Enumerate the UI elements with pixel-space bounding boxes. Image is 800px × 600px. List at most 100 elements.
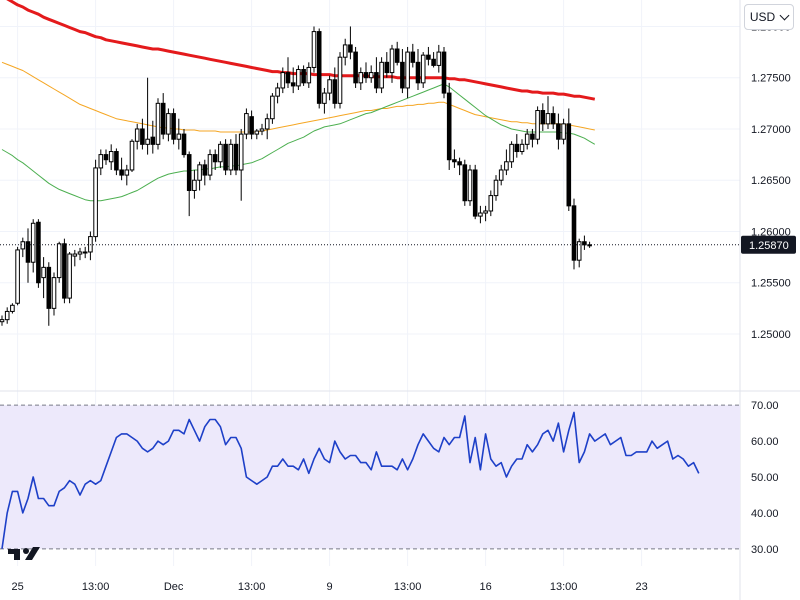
candle-body bbox=[405, 51, 410, 89]
candle-body bbox=[244, 113, 249, 135]
rsi-band bbox=[0, 404, 740, 550]
candle bbox=[0, 315, 5, 326]
candle-body bbox=[176, 133, 182, 140]
candle bbox=[556, 113, 561, 150]
candle bbox=[212, 149, 218, 170]
currency-selector-button[interactable]: USD bbox=[744, 4, 794, 30]
moving-average-line-3 bbox=[1, 83, 596, 202]
time-tick-label: 13:00 bbox=[82, 581, 110, 593]
candle bbox=[524, 128, 530, 150]
price-tick-label: 1.26000 bbox=[751, 226, 791, 238]
candle-body bbox=[441, 51, 447, 94]
candle-body bbox=[467, 169, 473, 202]
last-price-marker: 1.25870 bbox=[0, 235, 796, 254]
candle bbox=[254, 128, 260, 140]
candle-body bbox=[509, 143, 514, 163]
candle-body bbox=[25, 241, 31, 263]
candle bbox=[72, 249, 78, 267]
candle-body bbox=[493, 179, 499, 197]
candle-body bbox=[238, 133, 244, 171]
rsi-series bbox=[1, 411, 700, 549]
candle-body bbox=[114, 151, 119, 171]
candle-body bbox=[275, 87, 280, 97]
candle bbox=[285, 57, 291, 88]
rsi-band-fill bbox=[0, 405, 740, 549]
candle bbox=[176, 118, 182, 150]
candle bbox=[103, 149, 109, 165]
candle-body bbox=[249, 116, 254, 135]
candle bbox=[576, 238, 582, 268]
candle bbox=[394, 41, 400, 66]
candle bbox=[192, 169, 197, 199]
candle-body bbox=[20, 241, 26, 250]
candle-body bbox=[296, 69, 301, 87]
candle bbox=[233, 134, 239, 176]
candle bbox=[358, 67, 364, 91]
candle-body bbox=[483, 210, 488, 214]
candle-body bbox=[306, 66, 312, 84]
candle-body bbox=[140, 128, 145, 145]
candle bbox=[306, 62, 312, 88]
candle bbox=[20, 237, 26, 258]
candle bbox=[296, 65, 301, 91]
candle-body bbox=[498, 169, 504, 181]
candle-body bbox=[504, 161, 509, 171]
candle bbox=[410, 43, 416, 68]
candle-body bbox=[197, 164, 202, 181]
candle-body bbox=[192, 179, 197, 191]
candle-body bbox=[582, 241, 587, 246]
candle-body bbox=[322, 92, 327, 104]
candle-body bbox=[420, 54, 426, 84]
candle bbox=[322, 87, 327, 114]
candle-body bbox=[436, 51, 442, 66]
candle-body bbox=[400, 61, 405, 89]
candle-body bbox=[124, 169, 130, 176]
candle bbox=[186, 151, 192, 217]
candle bbox=[316, 28, 322, 109]
last-price-label: 1.25870 bbox=[749, 240, 789, 252]
candle-body bbox=[129, 140, 135, 171]
rsi-tick-label: 60.00 bbox=[751, 436, 779, 448]
candle-body bbox=[576, 241, 582, 261]
price-axis: 1.280001.275001.270001.265001.260001.255… bbox=[751, 21, 791, 341]
candle-body bbox=[472, 169, 478, 217]
candle bbox=[82, 246, 88, 259]
candle bbox=[160, 93, 166, 140]
candle-body bbox=[88, 236, 93, 253]
candle bbox=[290, 67, 296, 94]
price-tick-label: 1.27500 bbox=[751, 73, 791, 85]
candle bbox=[431, 52, 436, 68]
candle bbox=[545, 96, 551, 129]
candle-body bbox=[15, 249, 20, 304]
candle-body bbox=[155, 102, 161, 145]
time-tick-label: 13:00 bbox=[238, 581, 266, 593]
candle bbox=[228, 139, 234, 176]
candle bbox=[514, 134, 520, 158]
candle bbox=[15, 246, 20, 306]
candle bbox=[332, 67, 338, 109]
candle bbox=[457, 157, 462, 176]
chevron-down-icon bbox=[779, 10, 790, 20]
candle-body bbox=[30, 222, 36, 263]
candle-body bbox=[415, 61, 421, 84]
candle bbox=[238, 128, 244, 201]
candle bbox=[108, 144, 114, 170]
candle bbox=[56, 241, 62, 283]
candle-body bbox=[10, 304, 15, 312]
time-tick-label: Dec bbox=[164, 581, 184, 593]
candle-body bbox=[374, 72, 379, 89]
time-tick-label: 13:00 bbox=[550, 581, 578, 593]
candle bbox=[202, 159, 208, 186]
candle bbox=[400, 49, 405, 94]
candle bbox=[207, 149, 213, 181]
candle bbox=[25, 228, 31, 283]
candle bbox=[452, 149, 457, 168]
candle-body bbox=[550, 113, 556, 125]
time-tick-label: 9 bbox=[327, 581, 333, 593]
candle bbox=[67, 251, 72, 304]
time-tick-label: 23 bbox=[635, 581, 647, 593]
candle bbox=[36, 219, 41, 288]
rsi-line bbox=[1, 411, 700, 549]
candle bbox=[140, 118, 145, 150]
